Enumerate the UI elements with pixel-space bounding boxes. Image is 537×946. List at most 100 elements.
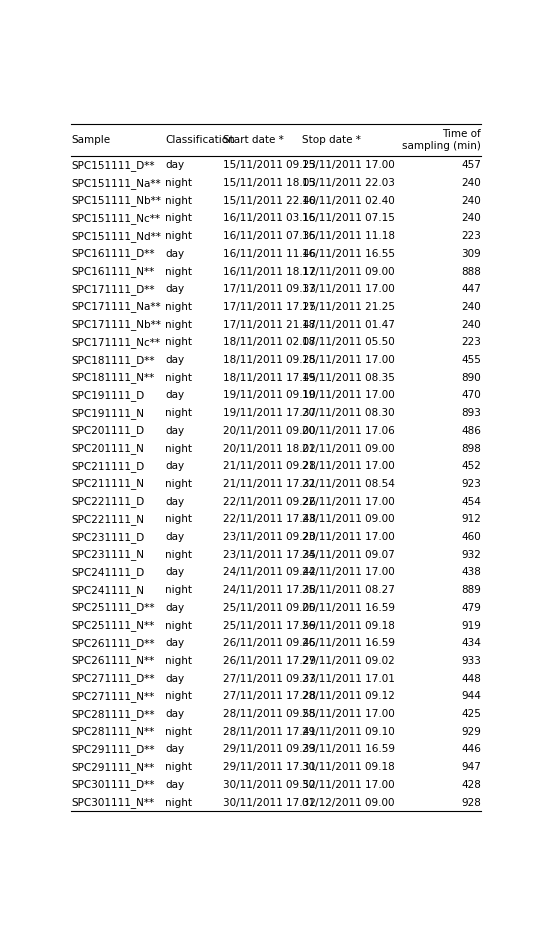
Text: night: night	[165, 373, 192, 383]
Text: 912: 912	[461, 515, 481, 524]
Text: night: night	[165, 178, 192, 188]
Text: SPC211111_D: SPC211111_D	[71, 461, 144, 472]
Text: 18/11/2011 01.47: 18/11/2011 01.47	[302, 320, 395, 329]
Text: 223: 223	[461, 231, 481, 241]
Text: 27/11/2011 09.33: 27/11/2011 09.33	[223, 674, 316, 684]
Text: SPC241111_N: SPC241111_N	[71, 585, 144, 596]
Text: Stop date *: Stop date *	[302, 135, 361, 146]
Text: 893: 893	[461, 408, 481, 418]
Text: SPC291111_N**: SPC291111_N**	[71, 762, 155, 773]
Text: 23/11/2011 17.35: 23/11/2011 17.35	[223, 550, 316, 560]
Text: 30/11/2011 17.32: 30/11/2011 17.32	[223, 797, 316, 808]
Text: 470: 470	[461, 391, 481, 400]
Text: 16/11/2011 02.40: 16/11/2011 02.40	[302, 196, 395, 205]
Text: SPC271111_N**: SPC271111_N**	[71, 691, 155, 702]
Text: SPC191111_D: SPC191111_D	[71, 390, 144, 401]
Text: night: night	[165, 621, 192, 631]
Text: 25/11/2011 09.00: 25/11/2011 09.00	[223, 603, 316, 613]
Text: 888: 888	[461, 267, 481, 276]
Text: SPC181111_D**: SPC181111_D**	[71, 355, 155, 365]
Text: day: day	[165, 462, 184, 471]
Text: 23/11/2011 17.00: 23/11/2011 17.00	[302, 532, 395, 542]
Text: 01/12/2011 09.00: 01/12/2011 09.00	[302, 797, 395, 808]
Text: 19/11/2011 17.37: 19/11/2011 17.37	[223, 408, 316, 418]
Text: 27/11/2011 17.01: 27/11/2011 17.01	[302, 674, 395, 684]
Text: 29/11/2011 17.31: 29/11/2011 17.31	[223, 762, 316, 772]
Text: day: day	[165, 426, 184, 436]
Text: 24/11/2011 09.42: 24/11/2011 09.42	[223, 568, 316, 577]
Text: 25/11/2011 17.59: 25/11/2011 17.59	[223, 621, 316, 631]
Text: 23/11/2011 09.00: 23/11/2011 09.00	[302, 515, 395, 524]
Text: SPC181111_N**: SPC181111_N**	[71, 373, 155, 383]
Text: 20/11/2011 09.00: 20/11/2011 09.00	[223, 426, 316, 436]
Text: 18/11/2011 17.45: 18/11/2011 17.45	[223, 373, 316, 383]
Text: 16/11/2011 07.15: 16/11/2011 07.15	[302, 214, 395, 223]
Text: 20/11/2011 17.06: 20/11/2011 17.06	[302, 426, 395, 436]
Text: 18/11/2011 17.00: 18/11/2011 17.00	[302, 355, 395, 365]
Text: 15/11/2011 22.40: 15/11/2011 22.40	[223, 196, 316, 205]
Text: night: night	[165, 302, 192, 312]
Text: 16/11/2011 03.15: 16/11/2011 03.15	[223, 214, 316, 223]
Text: night: night	[165, 797, 192, 808]
Text: 21/11/2011 17.00: 21/11/2011 17.00	[302, 462, 395, 471]
Text: SPC171111_D**: SPC171111_D**	[71, 284, 155, 295]
Text: day: day	[165, 355, 184, 365]
Text: night: night	[165, 214, 192, 223]
Text: 933: 933	[461, 656, 481, 666]
Text: SPC151111_Nd**: SPC151111_Nd**	[71, 231, 161, 241]
Text: 240: 240	[461, 320, 481, 329]
Text: 460: 460	[461, 532, 481, 542]
Text: day: day	[165, 710, 184, 719]
Text: 22/11/2011 17.48: 22/11/2011 17.48	[223, 515, 316, 524]
Text: 240: 240	[461, 214, 481, 223]
Text: SPC161111_N**: SPC161111_N**	[71, 266, 155, 277]
Text: sampling (min): sampling (min)	[402, 141, 481, 151]
Text: SPC231111_N: SPC231111_N	[71, 550, 144, 560]
Text: 17/11/2011 17.00: 17/11/2011 17.00	[302, 284, 395, 294]
Text: SPC161111_D**: SPC161111_D**	[71, 249, 155, 259]
Text: 16/11/2011 07.35: 16/11/2011 07.35	[223, 231, 316, 241]
Text: 19/11/2011 09.10: 19/11/2011 09.10	[223, 391, 316, 400]
Text: 28/11/2011 17.41: 28/11/2011 17.41	[223, 727, 316, 737]
Text: SPC151111_Nb**: SPC151111_Nb**	[71, 195, 161, 206]
Text: 240: 240	[461, 178, 481, 188]
Text: day: day	[165, 249, 184, 259]
Text: Sample: Sample	[71, 135, 111, 146]
Text: 20/11/2011 08.30: 20/11/2011 08.30	[302, 408, 395, 418]
Text: SPC201111_D: SPC201111_D	[71, 426, 144, 436]
Text: night: night	[165, 267, 192, 276]
Text: 898: 898	[461, 444, 481, 453]
Text: 944: 944	[461, 692, 481, 701]
Text: 446: 446	[461, 745, 481, 755]
Text: 27/11/2011 17.28: 27/11/2011 17.28	[223, 692, 316, 701]
Text: 28/11/2011 17.00: 28/11/2011 17.00	[302, 710, 395, 719]
Text: 16/11/2011 11.18: 16/11/2011 11.18	[302, 231, 395, 241]
Text: 240: 240	[461, 302, 481, 312]
Text: 26/11/2011 16.59: 26/11/2011 16.59	[302, 639, 395, 648]
Text: 17/11/2011 09.33: 17/11/2011 09.33	[223, 284, 316, 294]
Text: day: day	[165, 568, 184, 577]
Text: Classification: Classification	[165, 135, 235, 146]
Text: 17/11/2011 17.25: 17/11/2011 17.25	[223, 302, 316, 312]
Text: SPC231111_D: SPC231111_D	[71, 532, 144, 542]
Text: 929: 929	[461, 727, 481, 737]
Text: 919: 919	[461, 621, 481, 631]
Text: 24/11/2011 17.00: 24/11/2011 17.00	[302, 568, 395, 577]
Text: 27/11/2011 09.02: 27/11/2011 09.02	[302, 656, 395, 666]
Text: day: day	[165, 639, 184, 648]
Text: 425: 425	[461, 710, 481, 719]
Text: day: day	[165, 497, 184, 507]
Text: night: night	[165, 515, 192, 524]
Text: SPC171111_Na**: SPC171111_Na**	[71, 302, 161, 312]
Text: 454: 454	[461, 497, 481, 507]
Text: 452: 452	[461, 462, 481, 471]
Text: 18/11/2011 09.25: 18/11/2011 09.25	[223, 355, 316, 365]
Text: SPC151111_D**: SPC151111_D**	[71, 160, 155, 171]
Text: night: night	[165, 479, 192, 489]
Text: SPC221111_D: SPC221111_D	[71, 497, 144, 507]
Text: 17/11/2011 21.25: 17/11/2011 21.25	[302, 302, 395, 312]
Text: 455: 455	[461, 355, 481, 365]
Text: 20/11/2011 18.02: 20/11/2011 18.02	[223, 444, 316, 453]
Text: day: day	[165, 603, 184, 613]
Text: Start date *: Start date *	[223, 135, 284, 146]
